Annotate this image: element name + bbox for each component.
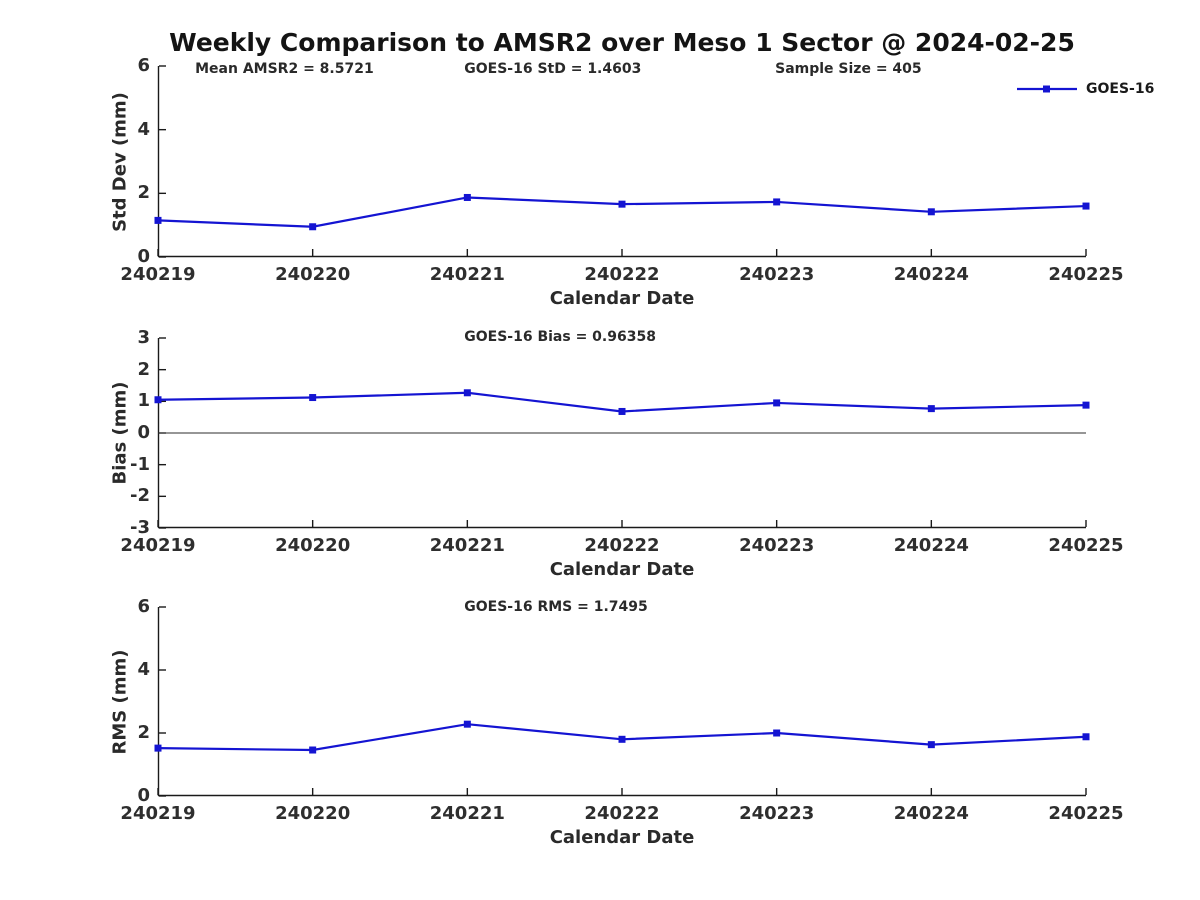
data-point-marker [927, 741, 935, 749]
y-tick-label: 6 [137, 55, 150, 76]
data-point-marker [154, 744, 162, 752]
x-tick-label: 240219 [120, 803, 196, 824]
std-dev-stat-annotation: Mean AMSR2 = 8.5721 [195, 61, 374, 77]
data-point-marker [773, 399, 781, 407]
std-dev-plot-canvas [154, 65, 1090, 258]
y-tick-label: 0 [137, 246, 150, 267]
y-tick-label: 4 [137, 118, 150, 140]
data-point-marker [309, 746, 317, 754]
data-point-marker [463, 389, 471, 397]
x-tick-label: 240224 [893, 264, 969, 285]
std-dev-yaxis-label: Std Dev (mm) [109, 91, 131, 232]
x-tick-label: 240222 [584, 535, 660, 556]
rms-stat-annotation: GOES-16 RMS = 1.7495 [464, 599, 648, 615]
data-point-marker [463, 193, 471, 201]
legend-label: GOES-16 [1086, 81, 1155, 97]
y-tick-label: 2 [137, 722, 150, 743]
x-tick-label: 240222 [584, 264, 660, 285]
x-tick-label: 240220 [275, 535, 351, 556]
std-dev-stat-annotation: GOES-16 StD = 1.4603 [464, 61, 642, 77]
stddev-subplot: 0 2 4 6 240219 240220 240221 240222 240223 240224… [0, 55, 1200, 309]
data-point-marker [618, 735, 626, 743]
rms-yaxis-label: RMS (mm) [109, 649, 131, 754]
std-dev-stat-annotation: Sample Size = 405 [775, 61, 922, 77]
x-tick-label: 240219 [120, 264, 196, 285]
x-tick-label: 240223 [739, 264, 815, 285]
rms-subplot: 0 2 4 6 240219 240220 240221 240222 240223 240224… [0, 596, 1200, 848]
rms-xaxis-label: Calendar Date [549, 827, 695, 848]
std-dev-xaxis-label: Calendar Date [549, 288, 695, 309]
data-point-marker [927, 208, 935, 216]
x-tick-label: 240221 [429, 264, 505, 285]
x-tick-label: 240225 [1048, 803, 1124, 824]
y-tick-label: 0 [137, 422, 150, 443]
data-point-marker [154, 216, 162, 224]
x-tick-label: 240224 [893, 535, 969, 556]
x-tick-label: 240223 [739, 535, 815, 556]
data-point-marker [1082, 733, 1090, 741]
data-point-marker [1082, 401, 1090, 409]
x-tick-label: 240222 [584, 803, 660, 824]
data-point-marker [309, 223, 317, 231]
y-tick-label: 2 [137, 358, 150, 380]
x-tick-label: 240220 [275, 803, 351, 824]
y-tick-label: -3 [130, 517, 150, 538]
y-tick-label: -2 [130, 485, 150, 507]
x-tick-label: 240220 [275, 264, 351, 285]
data-point-marker [463, 720, 471, 728]
y-tick-label: 4 [137, 659, 150, 680]
bias-subplot: -3 -2 -1 0 1 2 3 240219 240220 240221 240222 240223… [0, 327, 1200, 580]
y-tick-label: 2 [137, 182, 150, 204]
data-point-marker [773, 198, 781, 206]
data-point-marker [618, 407, 626, 415]
x-tick-label: 240224 [893, 803, 969, 824]
legend-line-marker-icon [1017, 85, 1077, 93]
x-tick-label: 240223 [739, 803, 815, 824]
data-point-marker [1082, 202, 1090, 210]
y-tick-label: 3 [137, 327, 150, 348]
y-tick-label: 1 [137, 390, 150, 412]
x-tick-label: 240225 [1048, 535, 1124, 556]
x-tick-label: 240221 [429, 803, 505, 824]
x-tick-label: 240219 [120, 535, 196, 556]
y-tick-label: -1 [130, 453, 150, 475]
rms-plot-canvas [154, 606, 1090, 797]
figure-title: Weekly Comparison to AMSR2 over Meso 1 S… [169, 28, 1075, 57]
data-point-marker [154, 396, 162, 404]
legend: GOES-16 [1016, 79, 1154, 99]
y-tick-label: 0 [137, 785, 150, 806]
data-point-marker [927, 405, 935, 413]
data-point-marker [618, 200, 626, 208]
bias-yaxis-label: Bias (mm) [109, 381, 131, 485]
bias-stat-annotation: GOES-16 Bias = 0.96358 [464, 329, 656, 345]
x-tick-label: 240221 [429, 535, 505, 556]
y-tick-label: 6 [137, 596, 150, 617]
bias-plot-canvas [154, 337, 1090, 529]
bias-xaxis-label: Calendar Date [549, 559, 695, 580]
x-tick-label: 240225 [1048, 264, 1124, 285]
data-point-marker [773, 729, 781, 737]
data-point-marker [309, 394, 317, 402]
